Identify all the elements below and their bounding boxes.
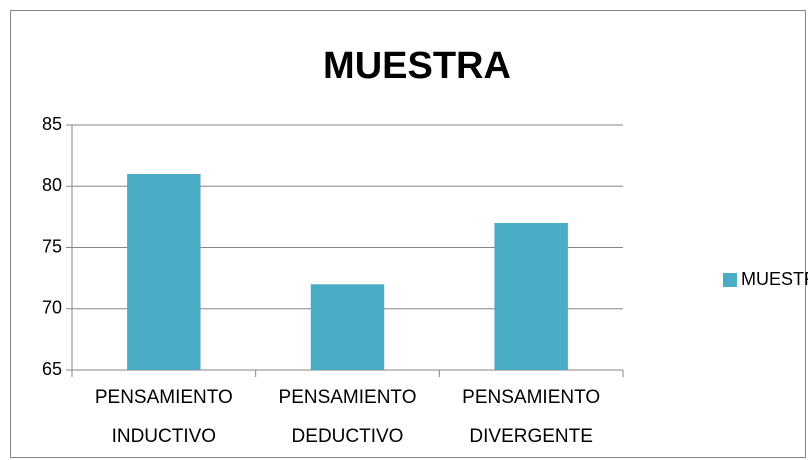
bar	[310, 284, 385, 370]
bar	[127, 174, 201, 370]
y-tick-label: 80	[42, 175, 62, 195]
legend-swatch	[723, 273, 737, 287]
y-tick-label: 85	[42, 114, 62, 134]
chart-title: MUESTRA	[323, 45, 511, 87]
bar	[494, 223, 568, 370]
legend-label: MUESTRA	[741, 269, 808, 289]
y-tick-label: 70	[42, 298, 62, 318]
y-tick-label: 75	[42, 236, 62, 256]
x-tick-label: PENSAMIENTO DEDUCTIVO	[278, 387, 417, 447]
x-tick-label: PENSAMIENTO DIVERGENTE	[462, 387, 601, 447]
y-tick-label: 65	[42, 359, 62, 379]
x-tick-label: PENSAMIENTO INDUCTIVO	[94, 387, 233, 447]
